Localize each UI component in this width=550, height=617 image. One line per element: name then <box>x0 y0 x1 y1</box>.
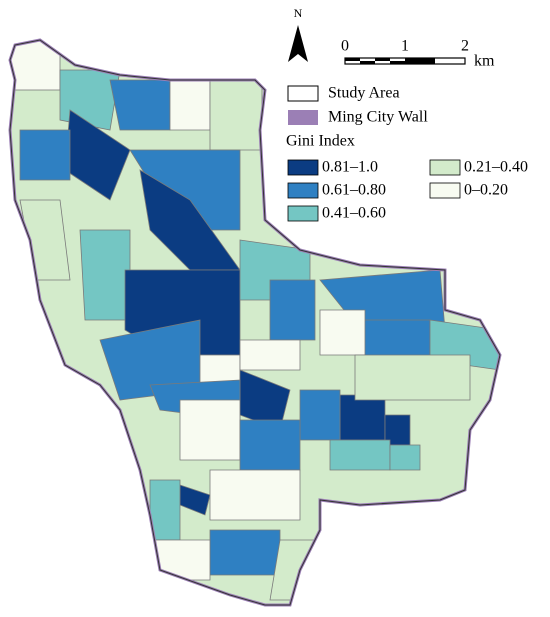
legend-swatch <box>287 182 319 199</box>
legend-label: 0–0.20 <box>464 182 508 199</box>
districts <box>10 40 500 605</box>
legend-swatch <box>429 159 461 176</box>
legend-label: 0.81–1.0 <box>322 159 378 176</box>
study-area-boundary <box>9 39 501 606</box>
legend-label: Study Area <box>328 85 400 102</box>
legend-label: 0.61–0.80 <box>322 182 386 199</box>
legend-label: 0.41–0.60 <box>322 205 386 222</box>
legend: Study Area Ming City Wall Gini Index 0.8… <box>286 85 528 222</box>
legend-swatch <box>429 182 461 199</box>
legend-label: Ming City Wall <box>328 109 428 126</box>
legend-swatch <box>288 110 318 125</box>
legend-label: 0.21–0.40 <box>464 159 528 176</box>
legend-swatch <box>287 159 319 176</box>
legend-swatch <box>287 85 319 102</box>
scale-bar: 0 1 2 km <box>341 38 495 70</box>
scale-label: 0 <box>341 38 349 55</box>
north-label: N <box>294 6 303 20</box>
legend-swatch <box>287 205 319 222</box>
scale-label: 2 <box>461 38 469 55</box>
north-arrow <box>288 25 308 62</box>
scale-unit: km <box>474 53 495 70</box>
scale-label: 1 <box>401 38 409 55</box>
legend-title: Gini Index <box>286 133 355 150</box>
